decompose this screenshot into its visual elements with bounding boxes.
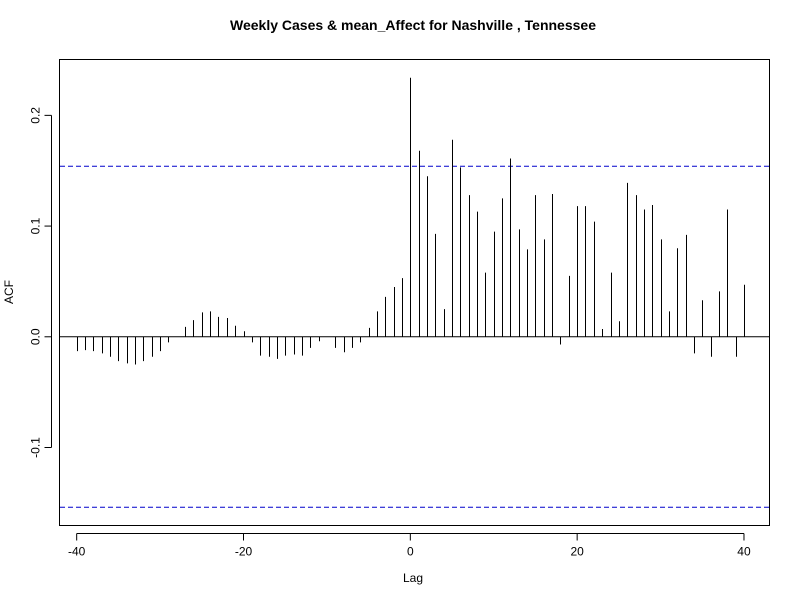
y-axis-label: ACF <box>2 280 16 304</box>
y-tick-label: 0.2 <box>29 107 43 124</box>
x-tick-label: 0 <box>407 545 414 559</box>
y-axis: -0.1 0.0 0.1 0.2 <box>29 107 52 458</box>
chart-title: Weekly Cases & mean_Affect for Nashville… <box>230 17 596 33</box>
x-axis: -40 -20 0 20 40 <box>68 533 751 559</box>
x-axis-label: Lag <box>403 571 423 585</box>
y-tick-label: 0.0 <box>29 328 43 345</box>
acf-bars <box>60 77 769 508</box>
x-tick-label: 20 <box>570 545 584 559</box>
y-tick-label: -0.1 <box>29 437 43 458</box>
plot-frame <box>59 59 770 526</box>
y-tick-label: 0.1 <box>29 217 43 234</box>
x-tick-label: -20 <box>235 545 253 559</box>
x-tick-label: -40 <box>68 545 86 559</box>
x-tick-label: 40 <box>737 545 751 559</box>
